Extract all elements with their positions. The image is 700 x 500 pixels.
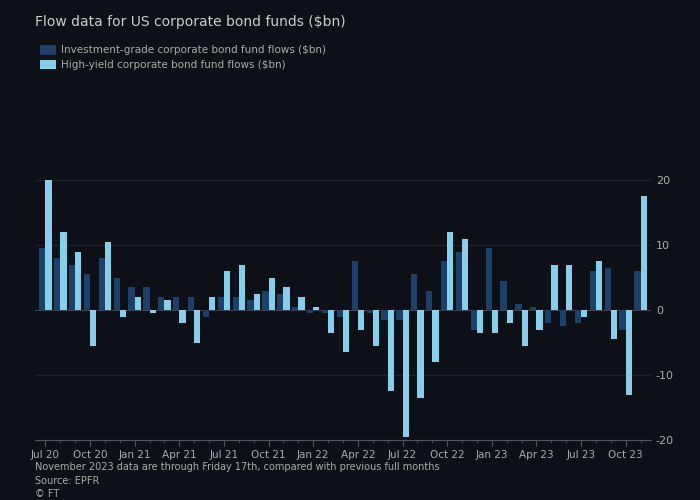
Bar (486, 248, 492, 310)
Bar (337, 310, 343, 316)
Bar (433, 310, 438, 362)
Bar (456, 252, 462, 310)
Bar (307, 310, 313, 313)
Bar (262, 290, 269, 310)
Bar (462, 238, 468, 310)
Bar (536, 310, 542, 330)
Bar (253, 294, 260, 310)
Bar (382, 310, 388, 320)
Bar (298, 297, 304, 310)
Bar (515, 304, 522, 310)
Bar (224, 271, 230, 310)
Bar (113, 278, 120, 310)
Bar (173, 297, 179, 310)
Bar (343, 310, 349, 352)
Bar (605, 268, 611, 310)
Bar (626, 310, 632, 394)
Bar (90, 310, 97, 346)
Bar (492, 310, 498, 333)
Bar (105, 242, 111, 310)
Text: © FT: © FT (35, 489, 60, 499)
Bar (575, 310, 581, 323)
Bar (158, 297, 164, 310)
Bar (552, 264, 558, 310)
Bar (620, 310, 626, 330)
Bar (402, 310, 409, 437)
Bar (470, 310, 477, 330)
Bar (522, 310, 528, 346)
Bar (99, 258, 105, 310)
Bar (367, 310, 373, 313)
Bar (120, 310, 126, 316)
Bar (426, 290, 433, 310)
Bar (203, 310, 209, 316)
Bar (39, 248, 46, 310)
Bar (388, 310, 394, 391)
Bar (239, 264, 245, 310)
Bar (411, 274, 417, 310)
Text: November 2023 data are through Friday 17th, compared with previous full months: November 2023 data are through Friday 17… (35, 462, 440, 472)
Bar (75, 252, 81, 310)
Bar (277, 294, 284, 310)
Bar (322, 310, 328, 313)
Bar (351, 261, 358, 310)
Bar (545, 310, 552, 323)
Text: Source: EPFR: Source: EPFR (35, 476, 99, 486)
Bar (194, 310, 200, 342)
Bar (232, 297, 239, 310)
Bar (441, 261, 447, 310)
Bar (292, 306, 298, 310)
Bar (313, 306, 319, 310)
Bar (589, 271, 596, 310)
Bar (640, 196, 647, 310)
Bar (611, 310, 617, 339)
Bar (284, 287, 290, 310)
Bar (396, 310, 402, 320)
Bar (596, 261, 602, 310)
Bar (507, 310, 513, 323)
Bar (500, 281, 507, 310)
Bar (134, 297, 141, 310)
Bar (328, 310, 335, 333)
Bar (69, 264, 75, 310)
Bar (179, 310, 186, 323)
Bar (560, 310, 566, 326)
Bar (269, 278, 275, 310)
Bar (46, 167, 52, 310)
Bar (358, 310, 364, 330)
Bar (209, 297, 216, 310)
Text: Flow data for US corporate bond funds ($bn): Flow data for US corporate bond funds ($… (35, 15, 346, 29)
Bar (144, 287, 150, 310)
Bar (373, 310, 379, 346)
Bar (634, 271, 640, 310)
Bar (477, 310, 483, 333)
Bar (84, 274, 90, 310)
Bar (150, 310, 156, 313)
Bar (417, 310, 424, 398)
Bar (581, 310, 587, 316)
Bar (164, 300, 171, 310)
Bar (188, 297, 194, 310)
Bar (128, 287, 134, 310)
Legend: Investment-grade corporate bond fund flows ($bn), High-yield corporate bond fund: Investment-grade corporate bond fund flo… (40, 45, 326, 70)
Bar (54, 258, 60, 310)
Bar (248, 300, 253, 310)
Bar (447, 232, 454, 310)
Bar (60, 232, 66, 310)
Bar (566, 264, 573, 310)
Bar (218, 297, 224, 310)
Bar (530, 306, 536, 310)
